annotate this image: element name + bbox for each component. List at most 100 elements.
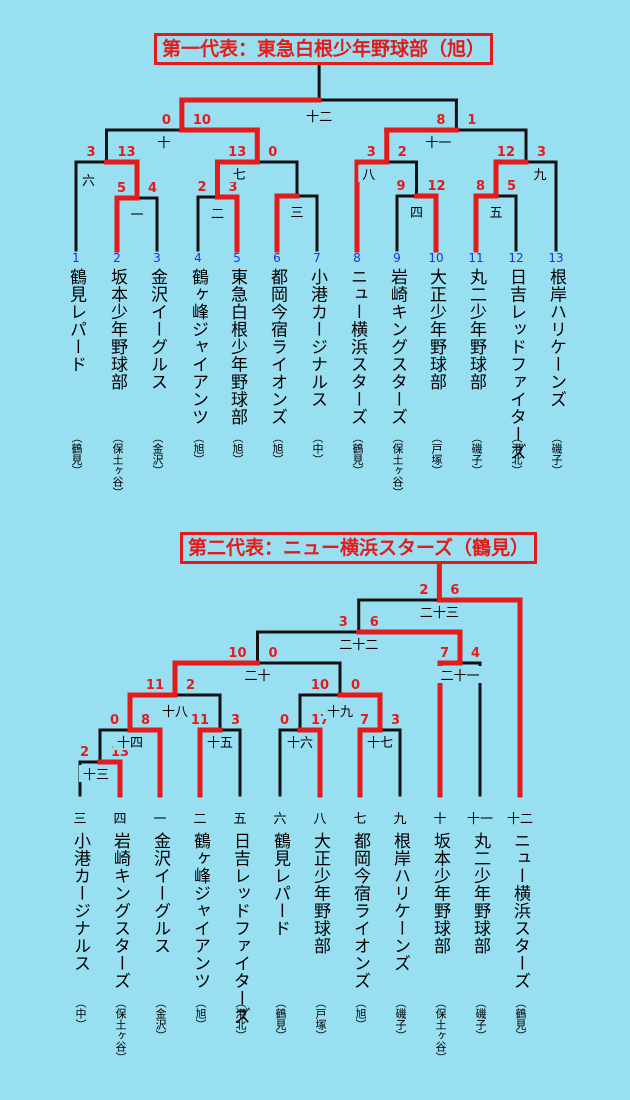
b1-team-region-10: （磯子）: [470, 432, 483, 476]
b1-team-region-0: （鶴見）: [70, 432, 83, 476]
b1-game-label-5: 六: [82, 174, 95, 189]
b2-team-region-8: （磯子）: [394, 997, 407, 1041]
b2-game-label-10-bg: [415, 603, 463, 620]
b1-game-label-6-bg: [228, 165, 250, 182]
b2-score-left-7: 10: [228, 646, 246, 661]
b2-score-right-2: 3: [231, 713, 240, 728]
b1-team-region-4: （旭）: [231, 432, 244, 465]
b2-game-label-5: 十八: [162, 705, 188, 720]
b2-game-label-2: 十五: [207, 736, 233, 751]
b2-game-label-9: 二十二: [339, 638, 378, 653]
b1-team-name-11: 日吉レッドファイターズ: [506, 268, 526, 461]
b2-game-label-7: 二十: [244, 669, 270, 684]
b2-game-label-1: 十四: [117, 736, 143, 751]
b1-game-label-0-bg: [126, 205, 148, 222]
b2-team-region-2: （金沢）: [154, 997, 167, 1041]
b1-game-label-7: 八: [362, 168, 375, 183]
b2-team-name-6: 大正少年野球部: [310, 832, 330, 955]
b1-score-right-7: 2: [398, 145, 407, 160]
b2-team-name-7: 都岡今宿ライオンズ: [350, 832, 370, 990]
b2-team-no-1: 四: [113, 812, 126, 827]
b2-score-right-6: 0: [351, 678, 360, 693]
b1-team-no-7: 8: [353, 251, 361, 265]
b2-score-left-10: 2: [419, 583, 428, 598]
b1-game-label-10-bg: [421, 133, 456, 150]
b1-game-label-0: 一: [130, 208, 143, 223]
b2-score-left-9: 3: [339, 615, 348, 630]
b2-game-label-8: 二十一: [440, 669, 479, 684]
b1-game-label-2: 三: [290, 206, 303, 221]
b1-game-label-7-bg: [358, 165, 380, 182]
b1-game-label-4-bg: [485, 203, 507, 220]
b1-score-left-5: 3: [86, 145, 95, 160]
b2-team-name-4: 日吉レッドファイターズ: [230, 832, 250, 1025]
b2-team-region-5: （鶴見）: [274, 997, 287, 1041]
bracket1-title: 第一代表：東急白根少年野球部（旭）: [154, 33, 494, 65]
b1-team-no-5: 6: [273, 251, 281, 265]
b1-score-right-0: 4: [148, 181, 157, 196]
b1-team-name-5: 都岡今宿ライオンズ: [267, 268, 287, 426]
b1-team-name-6: 小港カージナルス: [307, 268, 327, 408]
b2-team-no-9: 十: [433, 812, 446, 827]
b1-game-label-4: 五: [489, 206, 502, 221]
b2-game-label-4: 十七: [367, 736, 393, 751]
b2-team-no-10: 十一: [467, 812, 493, 827]
b2-team-name-5: 鶴見レパード: [270, 832, 290, 937]
b2-team-region-10: （磯子）: [474, 997, 487, 1041]
b2-team-no-2: 一: [153, 812, 166, 827]
b2-score-left-6: 10: [311, 678, 329, 693]
b1-game-label-5-bg: [78, 171, 99, 188]
b1-team-no-9: 10: [428, 251, 443, 265]
b2-game-label-0: 十三: [83, 768, 109, 783]
b2-team-name-3: 鶴ヶ峰ジャイアンツ: [190, 832, 210, 990]
b1-team-region-8: （保土ヶ谷）: [391, 432, 404, 498]
b2-score-right-8: 4: [471, 646, 480, 661]
b1-team-name-12: 根岸ハリケーンズ: [546, 268, 566, 408]
b1-score-right-10: 1: [467, 113, 476, 128]
b1-team-name-10: 丸二少年野球部: [466, 268, 486, 391]
b2-team-name-9: 坂本少年野球部: [430, 832, 450, 955]
b1-game-label-9-bg: [153, 133, 175, 150]
b1-game-label-3-bg: [406, 203, 427, 220]
b1-team-no-12: 13: [548, 251, 563, 265]
b1-team-region-7: （鶴見）: [351, 432, 364, 476]
b1-game-label-2-bg: [286, 203, 308, 220]
b1-score-left-4: 8: [476, 179, 485, 194]
b2-team-name-11: ニュー横浜スターズ: [510, 832, 530, 990]
b1-team-no-1: 2: [113, 251, 121, 265]
b2-team-no-7: 七: [353, 812, 366, 827]
b2-score-left-0: 2: [80, 745, 89, 760]
b1-team-no-0: 1: [72, 251, 80, 265]
b1-game-label-8: 九: [533, 168, 546, 183]
b1-game-label-10: 十一: [425, 136, 451, 151]
b1-team-no-10: 11: [468, 251, 483, 265]
b2-game-label-5-bg: [158, 702, 192, 719]
b2-team-name-2: 金沢イーグルス: [150, 832, 170, 955]
b2-score-left-5: 11: [146, 678, 164, 693]
b1-team-name-1: 坂本少年野球部: [107, 268, 127, 391]
b1-team-region-1: （保土ヶ谷）: [111, 432, 124, 498]
b2-game-label-3: 十六: [287, 736, 313, 751]
b1-score-right-9: 10: [193, 113, 211, 128]
b1-game-label-6: 七: [233, 168, 246, 183]
b2-team-region-1: （保土ヶ谷）: [114, 997, 127, 1063]
b2-score-right-5: 2: [186, 678, 195, 693]
b1-game-label-3: 四: [410, 206, 423, 221]
b1-team-name-9: 大正少年野球部: [426, 268, 446, 391]
b1-score-left-10: 8: [436, 113, 445, 128]
b1-team-no-2: 3: [153, 251, 161, 265]
b1-score-right-4: 5: [507, 179, 516, 194]
b2-score-left-3: 0: [280, 713, 289, 728]
bracket-labels: 5 4 2 3 9 12 8 53 13 13 0 3 2 12 30 10 8 1一二三四五六七八九十 十一十二2…: [72, 107, 564, 827]
b1-score-left-8: 12: [497, 145, 515, 160]
b2-team-region-4: （港北）: [234, 997, 247, 1041]
b1-team-region-6: （中）: [311, 432, 324, 465]
b1-team-region-11: （港北）: [510, 432, 523, 476]
b1-score-left-0: 5: [117, 181, 126, 196]
b2-team-region-11: （鶴見）: [514, 997, 527, 1041]
b1-team-no-4: 5: [233, 251, 241, 265]
b2-score-right-9: 6: [370, 615, 379, 630]
b1-team-no-11: 12: [508, 251, 523, 265]
b2-team-name-10: 丸二少年野球部: [470, 832, 490, 955]
b1-game-label-8-bg: [529, 165, 551, 182]
